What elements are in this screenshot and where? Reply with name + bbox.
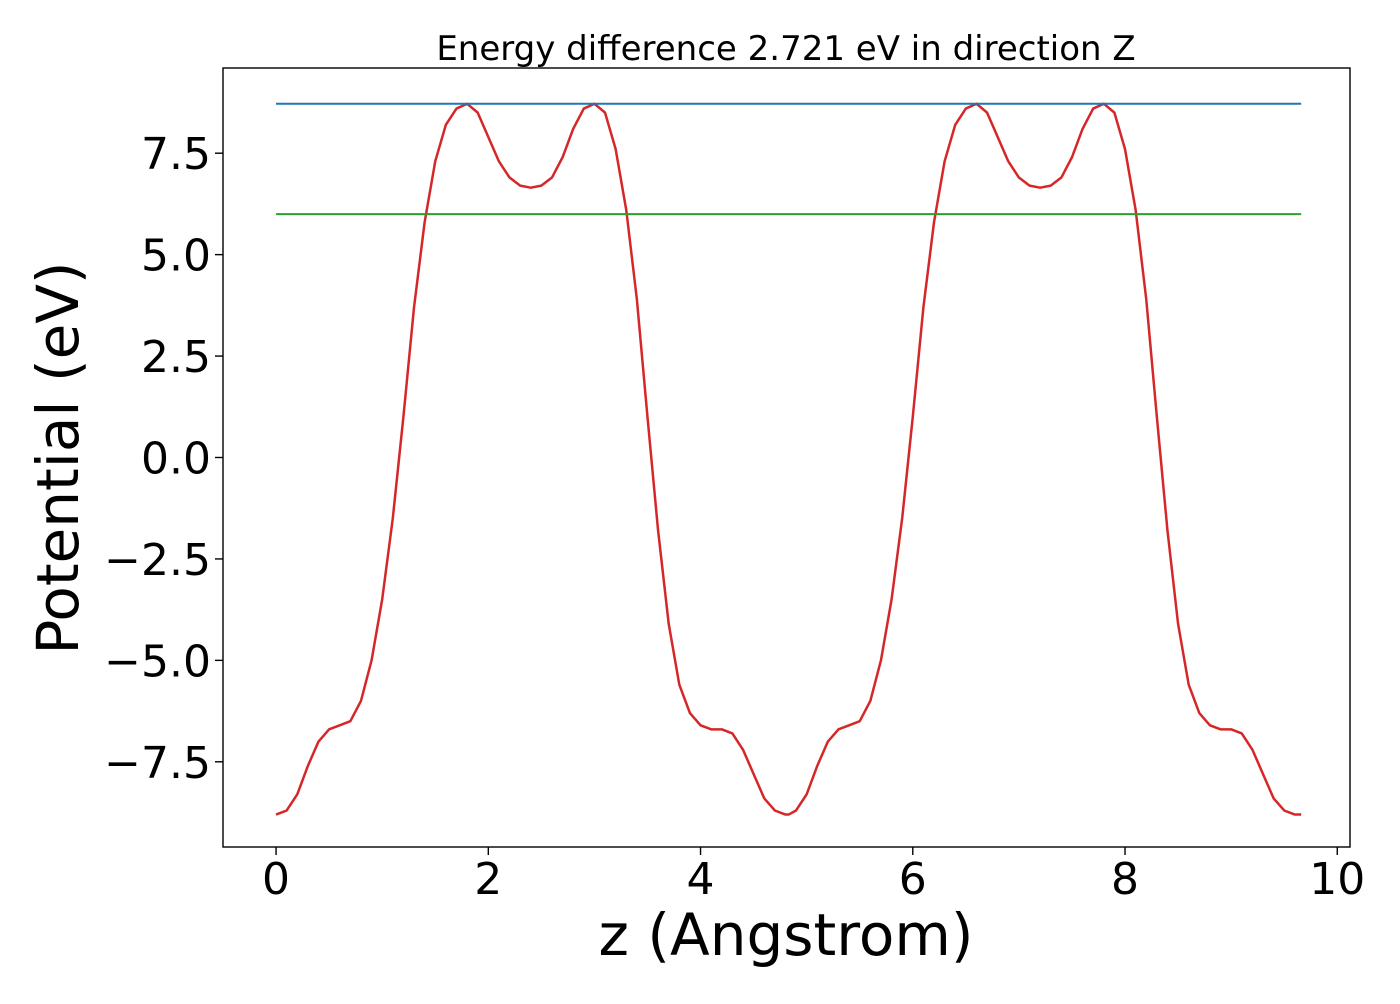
plot-frame — [222, 67, 1351, 848]
x-tick-label: 10 — [1309, 854, 1365, 905]
x-tick-label: 0 — [262, 854, 290, 905]
y-tick-label: 2.5 — [141, 332, 211, 383]
plot-area — [275, 102, 1302, 816]
x-axis: 0 2 4 6 8 10 — [262, 847, 1365, 905]
y-tick-label: 5.0 — [141, 231, 211, 282]
x-axis-title: z (Angstrom) — [599, 901, 974, 969]
y-tick-label: 0.0 — [141, 434, 211, 485]
y-tick-label: 7.5 — [141, 129, 211, 180]
y-axis-title: Potential (eV) — [24, 261, 92, 654]
x-tick-label: 6 — [899, 854, 927, 905]
potential-curve — [275, 102, 1302, 816]
x-tick-label: 8 — [1111, 854, 1139, 905]
y-axis: −7.5 −5.0 −2.5 0.0 2.5 5.0 7.5 — [104, 129, 223, 789]
y-tick-label: −5.0 — [104, 636, 211, 687]
y-tick-label: −7.5 — [104, 738, 211, 789]
x-tick-label: 4 — [687, 854, 715, 905]
y-tick-label: −2.5 — [104, 535, 211, 586]
x-tick-label: 2 — [474, 854, 502, 905]
chart-title: Energy difference 2.721 eV in direction … — [436, 29, 1135, 69]
